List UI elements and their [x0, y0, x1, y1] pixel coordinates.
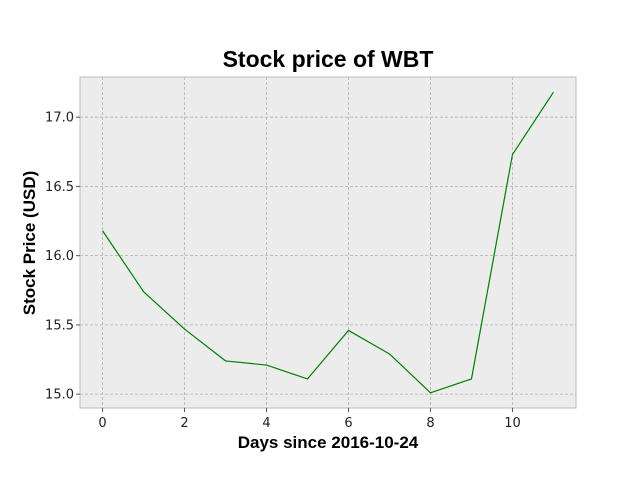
data-point	[347, 329, 350, 332]
y-tick-label: 16.0	[45, 249, 74, 264]
data-point	[183, 328, 186, 331]
y-tick-label: 15.5	[45, 318, 74, 333]
series-line	[102, 91, 554, 394]
x-tick-label: 10	[504, 416, 521, 431]
data-point	[224, 359, 227, 362]
x-tick-label: 0	[98, 416, 106, 431]
data-point	[101, 229, 104, 232]
chart-title: Stock price of WBT	[223, 46, 434, 72]
y-tick-label: 15.0	[45, 388, 74, 403]
data-point	[388, 352, 391, 355]
x-tick-label: 8	[426, 416, 434, 431]
y-tick-label: 16.5	[45, 180, 74, 195]
plot-background	[80, 77, 576, 408]
grid-lines	[80, 77, 576, 408]
axis-ticks: 0 2 4 6 8 10 15.0 15.5 16.0 16.5 17.0	[45, 111, 521, 431]
x-tick-label: 6	[344, 416, 352, 431]
data-point	[429, 391, 432, 394]
data-point	[306, 377, 309, 380]
y-tick-label: 17.0	[45, 111, 74, 126]
x-axis-label: Days since 2016-10-24	[238, 433, 419, 452]
series-layer	[101, 91, 555, 394]
plot-frame	[79, 76, 577, 409]
data-point	[470, 377, 473, 380]
data-point	[552, 91, 555, 94]
data-point	[511, 153, 514, 156]
x-tick-label: 2	[180, 416, 188, 431]
data-point	[142, 290, 145, 293]
data-point	[265, 364, 268, 367]
y-axis-label: Stock Price (USD)	[20, 171, 39, 316]
x-tick-label: 4	[262, 416, 270, 431]
